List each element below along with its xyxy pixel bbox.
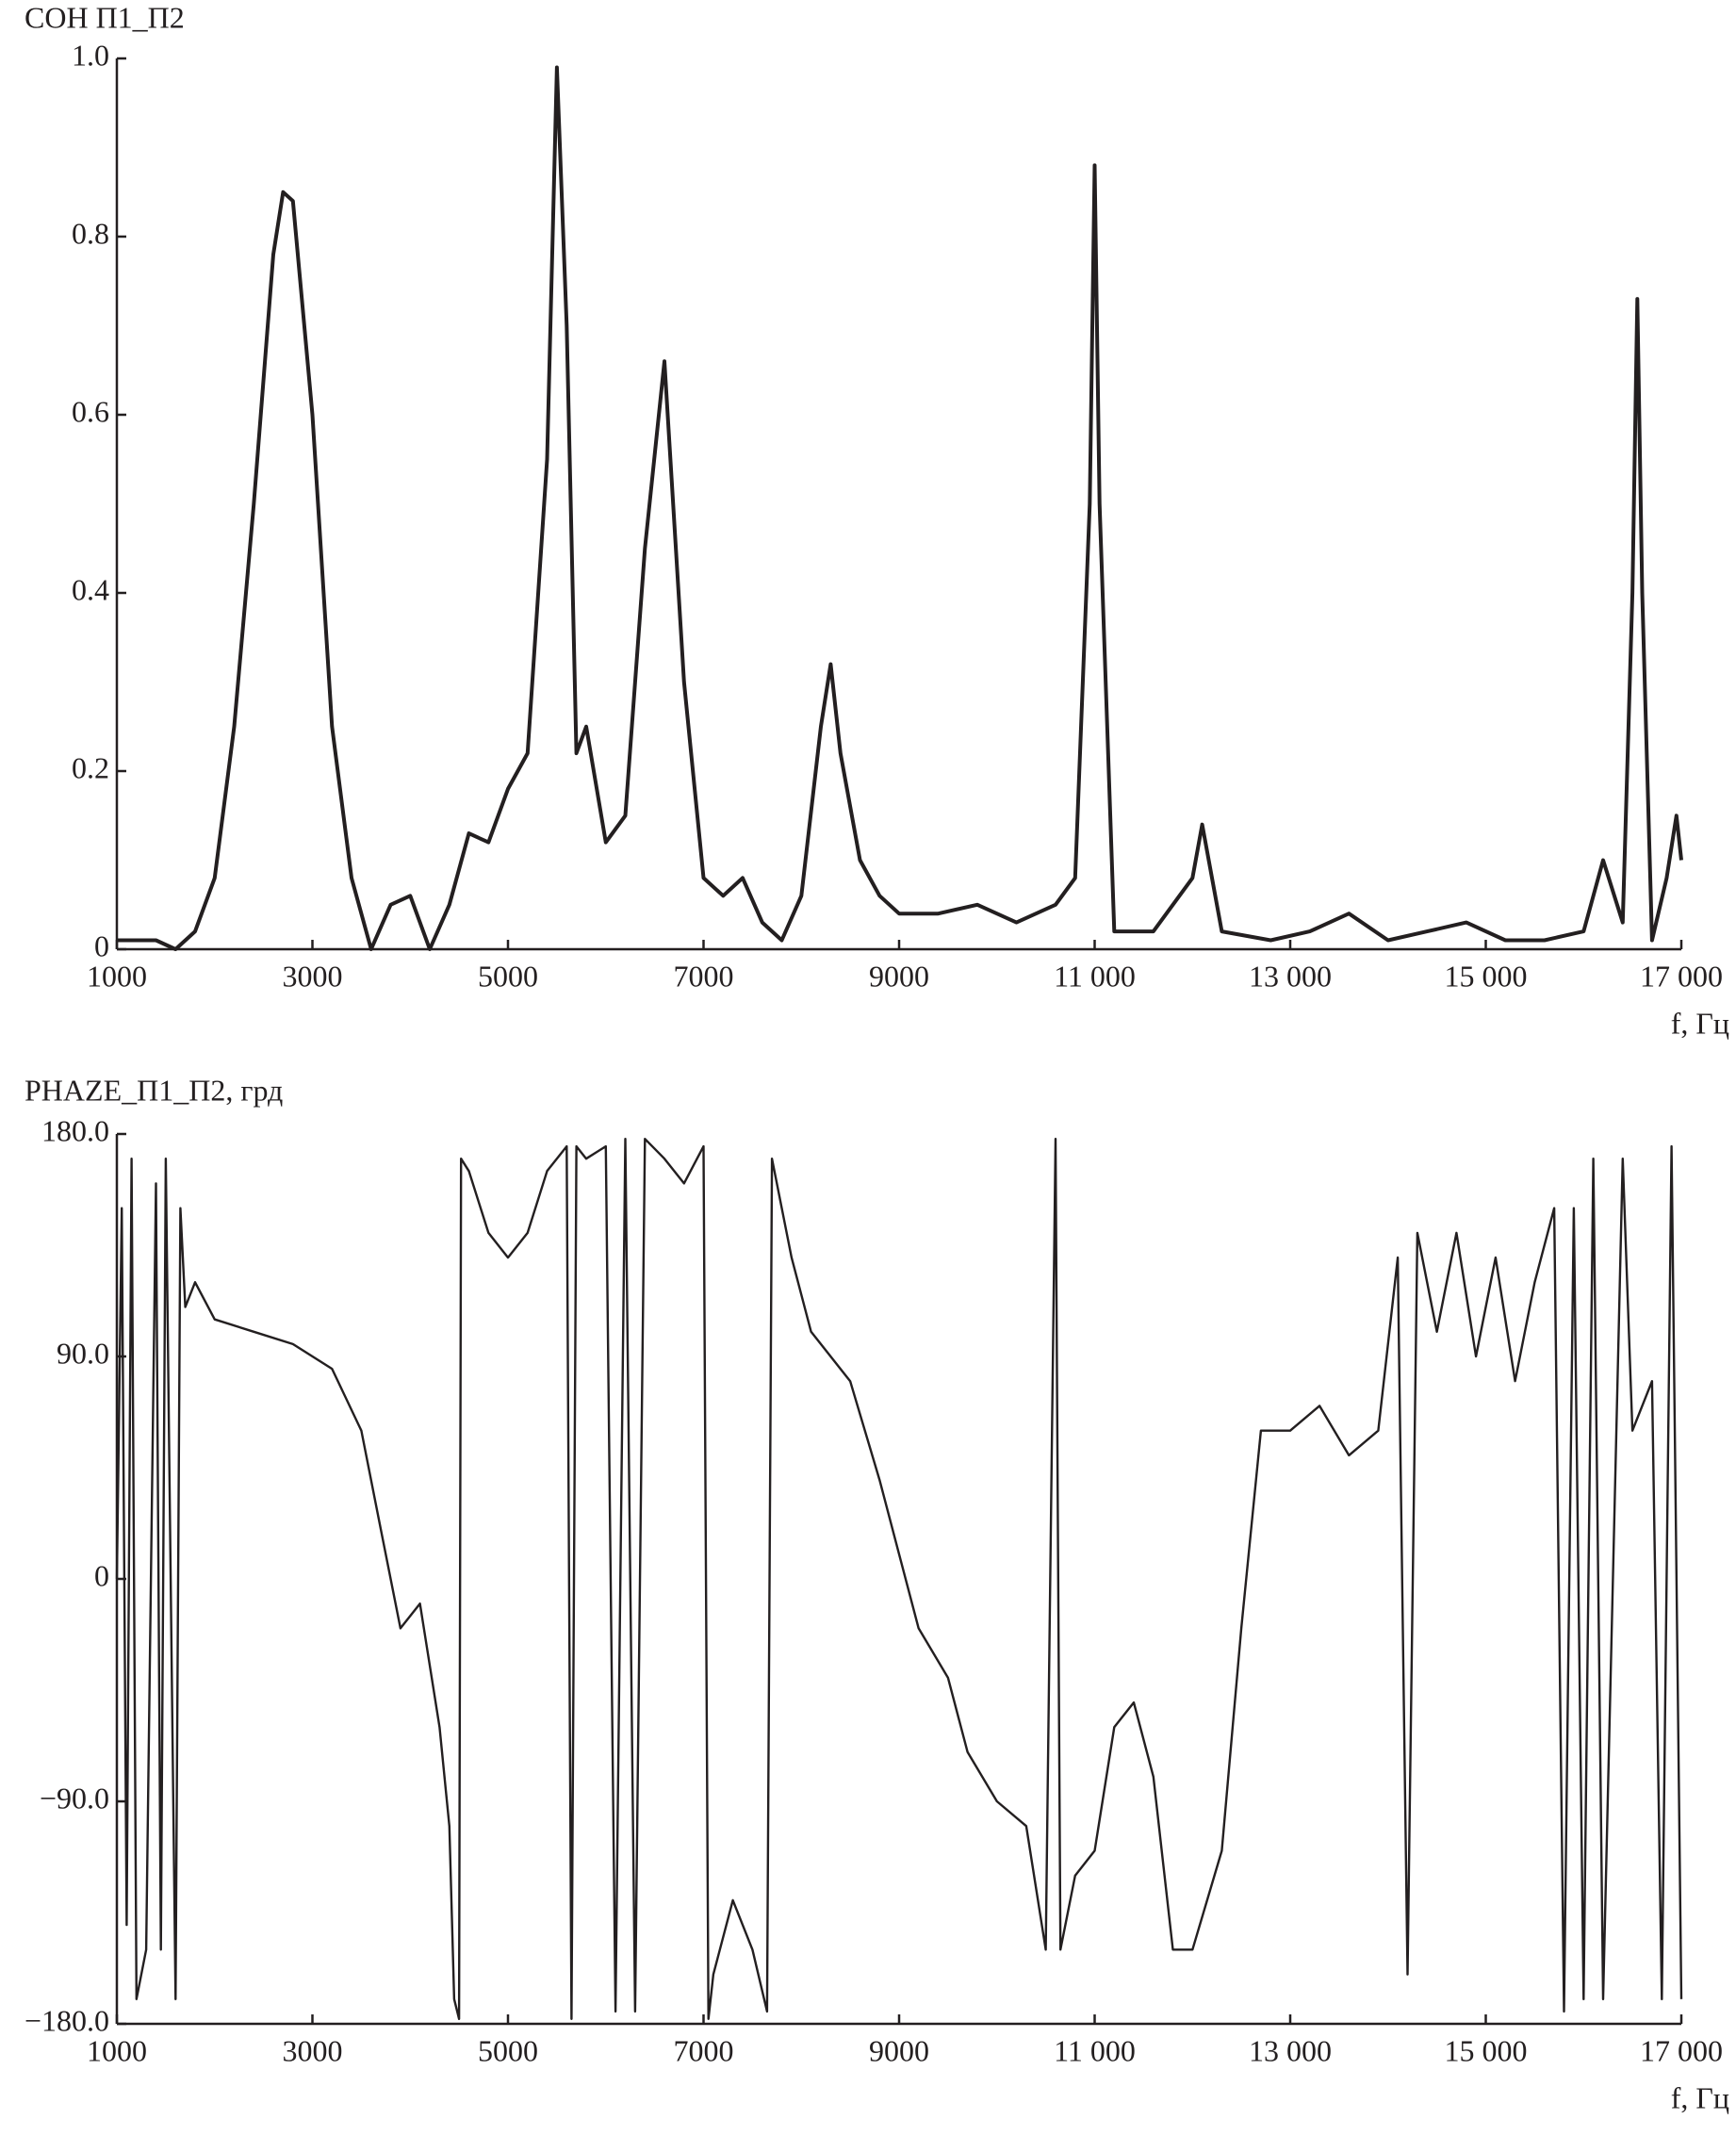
axis-title: СОН П1_П2 [25,0,185,34]
x-tick-label: 17 000 [1640,959,1723,993]
y-tick-label: −180.0 [25,2003,109,2037]
x-tick-label: 17 000 [1640,2033,1723,2067]
y-tick-label: 0.8 [72,216,109,250]
x-tick-label: 1000 [87,959,147,993]
x-tick-label: 1000 [87,2033,147,2067]
x-tick-label: 9000 [869,959,929,993]
x-axis-title: f, Гц [1671,2080,1729,2114]
y-tick-label: 0 [94,928,109,962]
y-tick-label: 0 [94,1558,109,1592]
x-tick-label: 13 000 [1249,959,1332,993]
x-tick-label: 5000 [478,2033,538,2067]
x-tick-label: 11 000 [1054,2033,1136,2067]
y-tick-label: 0.4 [72,572,109,606]
x-tick-label: 3000 [283,959,343,993]
y-tick-label: 0.2 [72,750,109,784]
y-tick-label: 90.0 [57,1336,109,1370]
x-tick-label: 7000 [674,959,734,993]
y-tick-label: 180.0 [41,1113,109,1147]
x-tick-label: 13 000 [1249,2033,1332,2067]
x-tick-label: 5000 [478,959,538,993]
x-tick-label: 3000 [283,2033,343,2067]
x-tick-label: 7000 [674,2033,734,2067]
x-axis-title: f, Гц [1671,1006,1729,1040]
y-tick-label: 1.0 [72,38,109,72]
y-tick-label: 0.6 [72,394,109,428]
x-tick-label: 15 000 [1445,959,1528,993]
data-line [115,1138,1683,2020]
x-tick-label: 9000 [869,2033,929,2067]
x-tick-label: 15 000 [1445,2033,1528,2067]
y-tick-label: −90.0 [40,1781,109,1815]
data-line [117,65,1683,951]
axis-title: PHAZE_П1_П2, грд [25,1073,283,1107]
x-tick-label: 11 000 [1054,959,1136,993]
